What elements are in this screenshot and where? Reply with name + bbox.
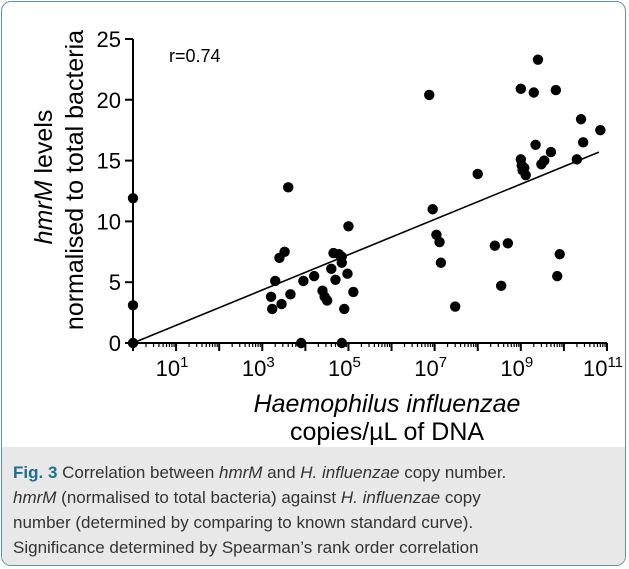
x-axis-label-line2: copies/µL of DNA — [290, 418, 484, 446]
data-point — [343, 221, 354, 232]
data-point — [127, 193, 139, 204]
data-point — [276, 298, 287, 310]
y-tick-label: 5 — [109, 270, 121, 295]
x-tick-label: 103 — [242, 354, 275, 381]
data-point — [528, 87, 539, 98]
x-tick-exponent: 7 — [439, 354, 447, 371]
x-tick-exponent: 5 — [353, 354, 361, 371]
caption-line-2: hmrM (normalised to total bacteria) agai… — [13, 485, 625, 510]
data-point — [127, 300, 139, 311]
caption-line1-segment: Correlation between — [57, 463, 219, 482]
regression-line — [132, 151, 600, 344]
data-point — [495, 280, 507, 292]
data-point — [298, 275, 309, 287]
data-point — [267, 303, 278, 315]
figure-caption: Fig. 3 Correlation between hmrM and H. i… — [2, 447, 625, 565]
data-point — [330, 274, 341, 285]
y-tick-label: 20 — [97, 88, 121, 113]
data-point — [577, 137, 589, 148]
data-point — [308, 270, 320, 282]
caption-line1-segment: hmrM — [219, 463, 263, 482]
data-point — [545, 146, 557, 158]
data-point — [575, 114, 587, 125]
chart-points — [127, 54, 606, 349]
data-point — [449, 301, 461, 312]
correlation-annotation: r=0.74 — [169, 46, 221, 66]
figure-number: Fig. 3 — [13, 463, 58, 482]
y-tick-label: 15 — [97, 149, 121, 174]
y-axis-label-line1: hmrM levels — [30, 110, 58, 245]
caption-line2-segment: copy — [440, 488, 481, 507]
data-point — [295, 337, 307, 349]
data-point — [539, 155, 550, 166]
data-point — [265, 291, 277, 302]
data-point — [532, 54, 544, 65]
caption-line-4: Significance determined by Spearman’s ra… — [13, 538, 479, 557]
caption-text-1: Correlation between hmrM and H. influenz… — [57, 463, 506, 482]
caption-line2-segment: (normalised to total bacteria) against — [56, 488, 341, 507]
caption-line2-segment: H. influenzae — [340, 488, 441, 507]
data-point — [427, 204, 438, 215]
x-tick-exponent: 9 — [525, 354, 533, 371]
data-point — [336, 337, 347, 349]
caption-line-1: Fig. 3 Correlation between hmrM and H. i… — [13, 460, 625, 485]
y-tick-label: 10 — [97, 209, 121, 234]
x-tick-label: 109 — [500, 354, 533, 381]
y-axis-label-line2: normalised to total bacteria — [61, 30, 89, 330]
x-tick-base: 10 — [583, 356, 607, 381]
x-tick-base: 10 — [500, 356, 524, 381]
data-point — [530, 139, 541, 150]
data-point — [434, 236, 445, 248]
data-point — [489, 240, 501, 251]
data-point — [279, 246, 290, 257]
x-tick-base: 10 — [156, 356, 180, 381]
data-point — [321, 295, 333, 306]
data-point — [348, 286, 359, 298]
data-point — [342, 268, 353, 279]
data-point — [595, 125, 606, 136]
x-tick-base: 10 — [328, 356, 352, 381]
data-point — [472, 168, 483, 180]
x-tick-exponent: 1 — [180, 354, 188, 371]
data-point — [339, 303, 350, 315]
data-point — [424, 89, 435, 101]
data-point — [326, 263, 337, 275]
x-tick-exponent: 11 — [607, 354, 623, 371]
x-tick-base: 10 — [414, 356, 438, 381]
caption-line1-segment: H. influenzae — [300, 463, 400, 482]
x-tick-exponent: 3 — [266, 354, 274, 371]
data-point — [502, 238, 514, 249]
data-point — [515, 83, 527, 95]
data-point — [283, 182, 294, 193]
data-point — [554, 249, 565, 260]
data-point — [520, 169, 531, 181]
y-tick-label: 25 — [97, 27, 121, 52]
x-tick-label: 1011 — [583, 354, 623, 381]
data-point — [435, 257, 447, 268]
x-axis-label-line1: Haemophilus influenzae — [254, 390, 521, 418]
data-point — [552, 270, 563, 282]
x-tick-base: 10 — [242, 356, 266, 381]
caption-line-3: number (determined by comparing to known… — [13, 513, 474, 532]
caption-line2-segment: hmrM — [13, 488, 57, 507]
caption-line1-segment: and — [262, 463, 301, 482]
data-point — [285, 289, 296, 300]
chart-axes — [132, 39, 607, 344]
x-tick-label: 105 — [328, 354, 361, 381]
x-tick-label: 101 — [156, 354, 189, 381]
data-point — [550, 84, 562, 96]
caption-line1-segment: copy number. — [399, 463, 507, 482]
y-tick-label: 0 — [109, 331, 121, 356]
x-tick-label: 107 — [414, 354, 447, 381]
